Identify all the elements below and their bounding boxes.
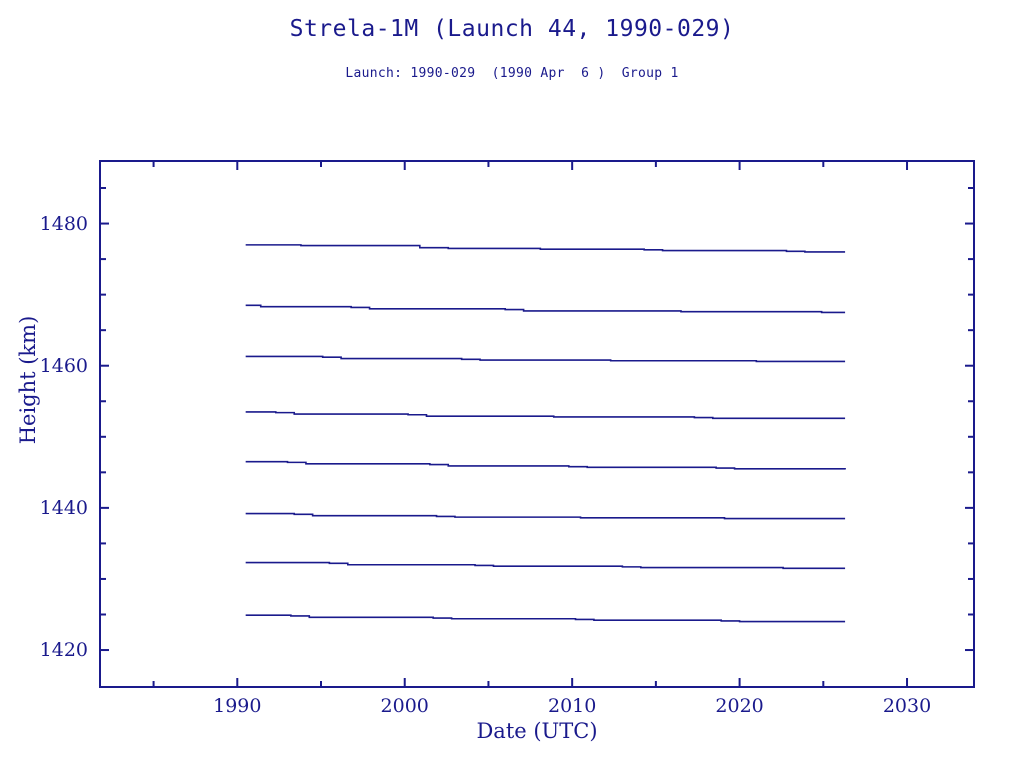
chart-title: Strela-1M (Launch 44, 1990-029) bbox=[289, 16, 735, 42]
plot-frame bbox=[99, 160, 975, 688]
data-series-line bbox=[245, 460, 846, 470]
y-tick-label: 1460 bbox=[39, 354, 88, 377]
x-tick-label: 2030 bbox=[882, 695, 932, 717]
x-tick-label: 2010 bbox=[547, 695, 597, 717]
x-tick-label: 2020 bbox=[715, 695, 764, 717]
y-tick-label: 1480 bbox=[39, 212, 88, 235]
data-series-line bbox=[245, 512, 846, 520]
data-series-line bbox=[245, 561, 846, 570]
data-series-line bbox=[245, 355, 846, 363]
data-series-line bbox=[245, 614, 846, 623]
data-series-line bbox=[245, 304, 846, 314]
x-tick-label: 2000 bbox=[380, 695, 429, 717]
data-series-line bbox=[245, 244, 846, 253]
chart-subtitle: Launch: 1990-029 (1990 Apr 6 ) Group 1 bbox=[345, 66, 679, 81]
data-series-line bbox=[245, 411, 846, 420]
y-tick-label: 1440 bbox=[39, 496, 88, 519]
x-axis-label: Date (UTC) bbox=[476, 719, 598, 743]
y-tick-label: 1420 bbox=[39, 639, 88, 662]
x-tick-label: 1990 bbox=[213, 695, 262, 717]
